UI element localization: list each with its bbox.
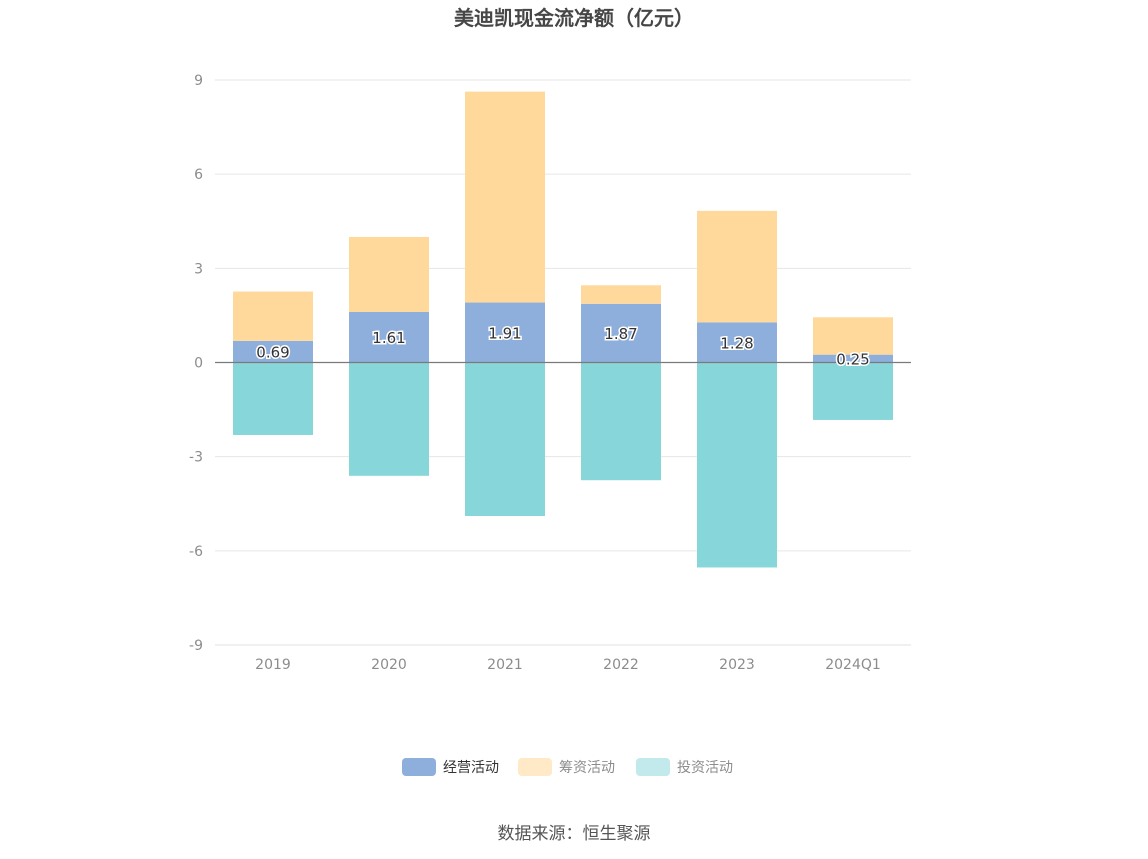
bar-2021-s2: [465, 362, 545, 516]
bars: [233, 91, 893, 568]
bar-2021-s1: [465, 91, 545, 303]
legend-label: 筹资活动: [559, 759, 615, 776]
chart-title: 美迪凯现金流净额（亿元）: [454, 6, 694, 30]
y-tick-label: 0: [194, 356, 203, 372]
bar-2019-s2: [233, 362, 313, 436]
bar-2023-s0: [697, 322, 777, 363]
y-tick-label: -3: [189, 450, 203, 466]
bar-2022-s1: [581, 285, 661, 304]
data-label: 1.28: [720, 334, 753, 352]
x-tick-label: 2022: [603, 657, 639, 673]
legend-swatch: [402, 758, 436, 776]
y-tick-label: -9: [189, 638, 203, 654]
bar-2024Q1-s1: [813, 317, 893, 355]
x-tick-label: 2024Q1: [825, 657, 881, 673]
bar-2022-s0: [581, 303, 661, 363]
legend-swatch: [518, 758, 552, 776]
bar-2020-s0: [349, 311, 429, 363]
legend-swatch: [636, 758, 670, 776]
bar-2019-s0: [233, 340, 313, 363]
bar-2024Q1-s0: [813, 354, 893, 363]
bar-2022-s2: [581, 362, 661, 481]
x-tick-label: 2023: [719, 657, 755, 673]
bar-2020-s2: [349, 362, 429, 476]
legend-label: 经营活动: [443, 760, 499, 776]
bar-2023-s1: [697, 210, 777, 323]
legend-label: 投资活动: [677, 760, 733, 776]
bar-2019-s1: [233, 291, 313, 341]
bar-2020-s1: [349, 236, 429, 312]
legend-item[interactable]: 筹资活动: [518, 758, 615, 776]
source-note: 数据来源：恒生聚源: [498, 824, 651, 844]
y-axis: 9 6 3 0 -3 -6 -9: [189, 73, 203, 654]
bar-2021-s0: [465, 302, 545, 363]
x-tick-label: 2019: [255, 657, 291, 673]
x-axis: 2019 2020 2021 2022 2023 2024Q1: [215, 644, 911, 673]
data-labels: 0.69 1.61 1.91 1.87 1.28 0.25: [255, 323, 871, 370]
data-label: 0.25: [836, 351, 869, 369]
data-label: 1.91: [488, 325, 521, 343]
y-tick-label: 9: [194, 73, 203, 89]
data-label: 1.61: [372, 329, 405, 347]
x-tick-label: 2020: [371, 657, 407, 673]
y-tick-label: 3: [194, 261, 203, 277]
legend-item[interactable]: 投资活动: [636, 758, 733, 776]
x-tick-label: 2021: [487, 657, 523, 673]
y-tick-label: 6: [194, 167, 203, 183]
bar-2024Q1-s2: [813, 362, 893, 420]
data-label: 0.69: [256, 344, 289, 362]
legend-item[interactable]: 经营活动: [402, 758, 499, 776]
legend[interactable]: 经营活动 筹资活动 投资活动: [402, 758, 733, 776]
y-tick-label: -6: [189, 544, 203, 560]
data-label: 1.87: [604, 325, 637, 343]
bar-2023-s2: [697, 362, 777, 568]
